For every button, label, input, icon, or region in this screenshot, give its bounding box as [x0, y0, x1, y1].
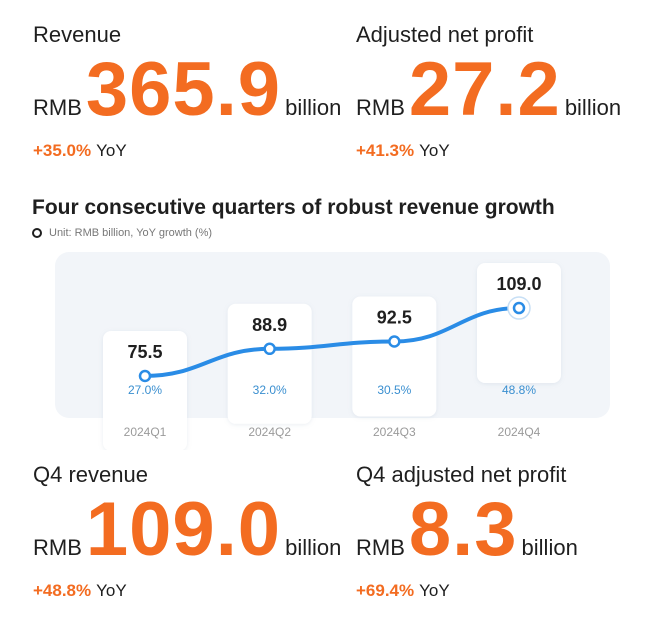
kpi-revenue-growth-pct: +35.0% — [33, 141, 92, 160]
kpi-q4-adjusted-net-profit-unit: billion — [521, 535, 578, 560]
kpi-revenue-unit: billion — [285, 95, 342, 120]
kpi-q4-revenue-value: 109.0 — [85, 487, 282, 572]
kpi-revenue-label: Revenue — [33, 22, 122, 47]
data-point — [388, 335, 401, 348]
kpi-adjusted-net-profit-growth-suffix: YoY — [419, 141, 450, 160]
revenue-series-line — [143, 306, 521, 378]
kpi-revenue-growth-suffix: YoY — [96, 141, 127, 160]
kpi-q4-adjusted-net-profit-label: Q4 adjusted net profit — [356, 462, 567, 487]
x-tick-label: 2024Q1 — [124, 425, 167, 439]
kpi-adjusted-net-profit-value: 27.2 — [408, 47, 561, 132]
chart-panel — [55, 252, 610, 418]
value-card — [227, 303, 312, 424]
x-tick-label: 2024Q3 — [373, 425, 416, 439]
kpi-q4-adjusted-net-profit-growth-pct: +69.4% — [356, 581, 415, 600]
kpi-revenue-value: 365.9 — [85, 47, 282, 132]
chart-unit-text: Unit: RMB billion, YoY growth (%) — [49, 227, 213, 239]
kpi-adjusted-net-profit-growth-pct: +41.3% — [356, 141, 415, 160]
revenue-line-chart: 75.5 27.0% 2024Q1 88.9 32.0% 2024Q2 92.5 30.5% 2… — [55, 252, 610, 450]
data-point — [512, 301, 526, 315]
kpi-q4-revenue-currency: RMB — [33, 535, 82, 560]
kpi-adjusted-net-profit-currency: RMB — [356, 95, 405, 120]
chart-title: Four consecutive quarters of robust reve… — [32, 196, 555, 219]
yoy-growth-label: 32.0% — [253, 383, 287, 397]
kpi-adjusted-net-profit-growth: +41.3% YoY — [356, 141, 621, 161]
data-point — [138, 369, 152, 383]
x-tick-label: 2024Q2 — [248, 425, 291, 439]
yoy-growth-label: 27.0% — [128, 383, 162, 397]
data-value-label: 75.5 — [127, 342, 162, 362]
data-value-label: 109.0 — [496, 274, 541, 294]
kpi-q4-revenue-growth-pct: +48.8% — [33, 581, 92, 600]
kpi-adjusted-net-profit-label: Adjusted net profit — [356, 22, 534, 47]
kpi-q4-adjusted-net-profit: Q4 adjusted net profit RMB 8.3 billion +… — [356, 462, 578, 601]
yoy-growth-label: 48.8% — [502, 383, 536, 397]
kpi-q4-adjusted-net-profit-growth-suffix: YoY — [419, 581, 450, 600]
kpi-revenue: Revenue RMB 365.9 billion +35.0% YoY — [33, 22, 341, 161]
kpi-revenue-growth: +35.0% YoY — [33, 141, 341, 161]
kpi-q4-revenue-label: Q4 revenue — [33, 462, 148, 487]
value-card — [103, 330, 187, 450]
data-value-label: 92.5 — [377, 308, 412, 328]
value-card — [477, 263, 561, 384]
kpi-q4-revenue-growth-suffix: YoY — [96, 581, 127, 600]
kpi-revenue-currency: RMB — [33, 95, 82, 120]
kpi-q4-adjusted-net-profit-growth: +69.4% YoY — [356, 581, 578, 601]
data-value-label: 88.9 — [252, 315, 287, 335]
x-tick-label: 2024Q4 — [498, 425, 541, 439]
kpi-adjusted-net-profit: Adjusted net profit RMB 27.2 billion +41… — [356, 22, 621, 161]
kpi-adjusted-net-profit-unit: billion — [564, 95, 622, 120]
yoy-growth-label: 30.5% — [377, 383, 411, 397]
kpi-q4-revenue: Q4 revenue RMB 109.0 billion +48.8% YoY — [33, 462, 341, 601]
kpi-q4-revenue-growth: +48.8% YoY — [33, 581, 341, 601]
kpi-q4-adjusted-net-profit-currency: RMB — [356, 535, 405, 560]
data-point — [263, 342, 276, 356]
chart-unit-note: Unit: RMB billion, YoY growth (%) — [32, 227, 212, 239]
value-card — [352, 296, 437, 417]
unit-bullet-icon — [32, 228, 42, 238]
kpi-q4-revenue-unit: billion — [285, 535, 342, 560]
kpi-q4-adjusted-net-profit-value: 8.3 — [408, 487, 518, 572]
